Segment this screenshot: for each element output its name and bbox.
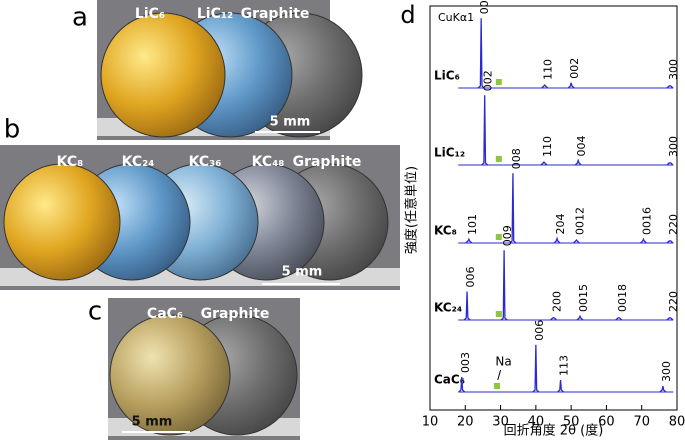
panel-label: d xyxy=(400,1,415,29)
peak-label: 002 xyxy=(568,58,581,79)
peak xyxy=(541,83,549,89)
peak xyxy=(557,379,564,393)
sample-label: LiC₆ xyxy=(135,6,165,22)
sample-label: LiC₁₂ xyxy=(197,6,233,22)
peak xyxy=(477,18,485,89)
plot-frame xyxy=(429,5,678,411)
peak-label: 0016 xyxy=(640,207,653,235)
sample-disk xyxy=(109,314,231,436)
sample-disk xyxy=(3,163,121,281)
peak xyxy=(481,95,489,166)
x-tick-label: 20 xyxy=(457,415,474,430)
sample-label: Graphite xyxy=(201,306,270,322)
panel-label: a xyxy=(72,3,88,33)
series-label: KC₈ xyxy=(434,224,457,238)
peak-label: 200 xyxy=(551,291,564,312)
peak xyxy=(458,376,466,393)
peak xyxy=(659,385,667,393)
peak xyxy=(465,237,473,244)
x-tick-label: 50 xyxy=(563,415,580,430)
x-tick-label: 70 xyxy=(633,415,650,430)
peak-label: 220 xyxy=(667,291,680,312)
x-tick-label: 10 xyxy=(422,415,439,430)
scale-text: 5 mm xyxy=(270,115,311,130)
peak-label: 220 xyxy=(667,214,680,235)
series-label: KC₂₄ xyxy=(434,301,462,315)
peak xyxy=(550,317,557,321)
scale-text: 5 mm xyxy=(132,415,173,430)
impurity-marker xyxy=(494,383,501,389)
peak xyxy=(567,82,575,89)
peak xyxy=(574,158,582,166)
sample-label: CaC₆ xyxy=(147,306,183,322)
peak-label: 0018 xyxy=(616,284,629,312)
peak-label: 009 xyxy=(501,225,514,246)
panel-label: c xyxy=(88,297,102,327)
peak xyxy=(666,317,674,321)
peak-label: 300 xyxy=(660,361,673,382)
series-label: CaC₆ xyxy=(434,373,465,387)
peak-label: 004 xyxy=(575,136,588,157)
peak xyxy=(666,85,674,89)
scale-text: 5 mm xyxy=(282,265,323,280)
peak xyxy=(532,344,540,393)
x-tick-label: 80 xyxy=(669,415,685,430)
sample-label: Graphite xyxy=(241,6,310,22)
impurity-marker xyxy=(495,311,502,317)
peak-label: 002 xyxy=(482,70,495,91)
peak xyxy=(540,160,548,166)
sample-disk xyxy=(100,12,226,138)
peak-label: 001 xyxy=(478,0,491,14)
peak-label: 110 xyxy=(542,59,555,80)
sample-label: KC₂₄ xyxy=(122,154,155,170)
sample-label: Graphite xyxy=(293,154,362,170)
impurity-marker xyxy=(495,79,502,85)
peak-label: 300 xyxy=(667,59,680,80)
peak xyxy=(500,250,508,321)
peak-label: 113 xyxy=(558,355,571,376)
panel-label: b xyxy=(4,115,21,145)
peak-label: 006 xyxy=(464,267,477,288)
peak xyxy=(572,238,580,244)
x-axis-label: 回折角度 2θ (度) xyxy=(504,423,604,439)
peak xyxy=(666,162,674,166)
series-label: LiC₁₂ xyxy=(434,146,465,160)
peak-label: 006 xyxy=(533,320,546,341)
sample-label: KC₄₈ xyxy=(252,154,285,170)
peak-label: 0012 xyxy=(573,207,586,235)
x-tick-label: 60 xyxy=(598,415,615,430)
peak-label: 0015 xyxy=(577,284,590,312)
sample-label: KC₈ xyxy=(57,154,84,170)
peak xyxy=(463,291,471,321)
impurity-leader xyxy=(497,369,502,381)
sample-label: KC₃₆ xyxy=(189,154,222,170)
y-axis-label: 強度(任意単位) xyxy=(404,166,420,254)
x-tick-label: 30 xyxy=(492,415,509,430)
peak xyxy=(615,317,623,321)
peak-label: 101 xyxy=(466,214,479,235)
series-label: LiC₆ xyxy=(434,69,460,83)
peak-label: 008 xyxy=(510,148,523,169)
peak xyxy=(666,240,674,244)
peak-label: 204 xyxy=(554,214,567,235)
annotation: CuKα1 xyxy=(438,11,474,24)
peak-label: 003 xyxy=(459,352,472,373)
peak xyxy=(576,314,584,321)
impurity-marker xyxy=(495,156,502,162)
impurity-marker xyxy=(495,234,502,240)
peak-label: 300 xyxy=(667,136,680,157)
peak xyxy=(553,236,561,244)
impurity-label: Na xyxy=(495,355,511,369)
peak xyxy=(509,173,517,244)
x-tick-label: 40 xyxy=(528,415,545,430)
peak-label: 110 xyxy=(541,136,554,157)
peak xyxy=(640,237,647,244)
